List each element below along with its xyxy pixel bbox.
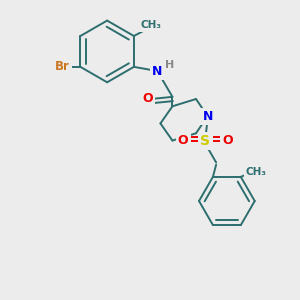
Text: O: O	[222, 134, 233, 148]
Text: N: N	[202, 110, 213, 123]
Text: O: O	[142, 92, 153, 106]
Text: CH₃: CH₃	[140, 20, 161, 30]
Text: N: N	[152, 64, 163, 78]
Text: H: H	[165, 60, 174, 70]
Text: O: O	[178, 134, 188, 148]
Text: CH₃: CH₃	[246, 167, 267, 177]
Text: Br: Br	[55, 60, 69, 74]
Text: S: S	[200, 134, 210, 148]
